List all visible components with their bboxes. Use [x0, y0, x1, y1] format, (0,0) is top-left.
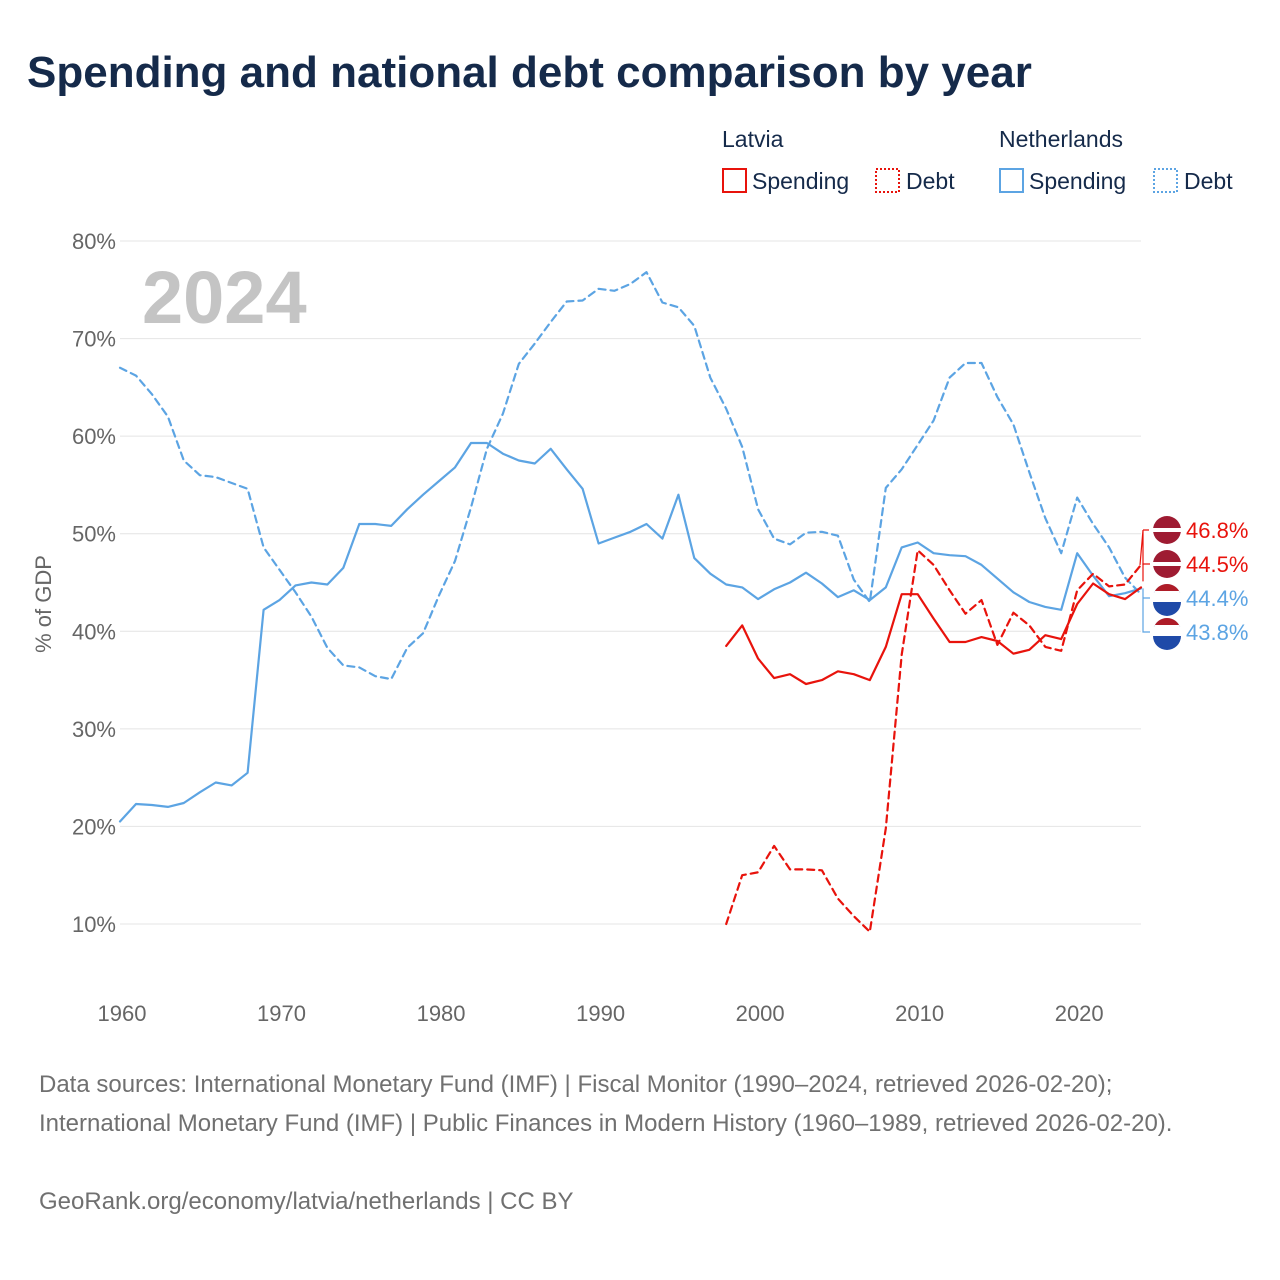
series-netherlands-debt[interactable] — [118, 271, 1143, 681]
y-tick-label: 40% — [72, 619, 116, 644]
y-tick-label: 60% — [72, 424, 116, 449]
latvia-flag-icon — [1153, 516, 1181, 544]
end-label-connector — [1142, 588, 1150, 633]
x-tick-label: 1960 — [98, 1001, 147, 1026]
series-netherlands-spending[interactable] — [118, 441, 1143, 823]
y-tick-label: 20% — [72, 814, 116, 839]
legend: Latvia Spending Debt Netherlands Spending Deb… — [722, 126, 1233, 194]
series-lines — [118, 271, 1143, 933]
data-sources: Data sources: International Monetary Fun… — [39, 1071, 1173, 1137]
latvia-flag-icon — [1153, 550, 1181, 578]
y-tick-label: 10% — [72, 912, 116, 937]
x-tick-label: 2010 — [895, 1001, 944, 1026]
year-watermark: 2024 — [142, 256, 307, 339]
legend-spending-swatch[interactable] — [722, 168, 747, 193]
legend-country-netherlands: Netherlands — [999, 126, 1123, 152]
y-axis-label: % of GDP — [31, 555, 56, 653]
legend-country-latvia: Latvia — [722, 126, 784, 152]
legend-spending-label[interactable]: Spending — [1029, 168, 1126, 194]
legend-debt-swatch[interactable] — [1153, 168, 1178, 193]
y-tick-label: 30% — [72, 717, 116, 742]
x-tick-label: 2020 — [1055, 1001, 1104, 1026]
gridlines — [120, 240, 1141, 925]
series-latvia-debt[interactable] — [725, 549, 1143, 933]
line-chart: Latvia Spending Debt Netherlands Spending Deb… — [31, 126, 1248, 1026]
chart-title: Spending and national debt comparison by… — [27, 48, 1032, 97]
legend-spending-swatch[interactable] — [999, 168, 1024, 193]
end-value-label: 44.4% — [1186, 586, 1248, 611]
x-tick-label: 1970 — [257, 1001, 306, 1026]
y-tick-label: 80% — [72, 229, 116, 254]
end-value-label: 46.8% — [1186, 518, 1248, 543]
x-tick-label: 1980 — [417, 1001, 466, 1026]
end-label-connector — [1139, 529, 1149, 582]
credit-link[interactable]: GeoRank.org/economy/latvia/netherlands |… — [39, 1188, 574, 1215]
end-labels: 46.8% 44.5% 44.4% 43.8% — [1139, 516, 1248, 650]
end-value-label: 44.5% — [1186, 552, 1248, 577]
x-tick-label: 2000 — [736, 1001, 785, 1026]
legend-debt-label[interactable]: Debt — [1184, 168, 1233, 194]
y-tick-label: 50% — [72, 522, 116, 547]
netherlands-flag-icon — [1153, 584, 1181, 616]
y-tick-label: 70% — [72, 327, 116, 352]
legend-spending-label[interactable]: Spending — [752, 168, 849, 194]
legend-debt-label[interactable]: Debt — [906, 168, 955, 194]
end-value-label: 43.8% — [1186, 620, 1248, 645]
netherlands-flag-icon — [1153, 618, 1181, 650]
legend-debt-swatch[interactable] — [875, 168, 900, 193]
y-axis: 10% 20% 30% 40% 50% 60% 70% 80% — [72, 229, 116, 937]
x-axis: 1960 1970 1980 1990 2000 2010 2020 — [98, 1001, 1104, 1026]
end-label-connector — [1142, 563, 1150, 565]
series-latvia-spending[interactable] — [725, 582, 1143, 686]
x-tick-label: 1990 — [576, 1001, 625, 1026]
